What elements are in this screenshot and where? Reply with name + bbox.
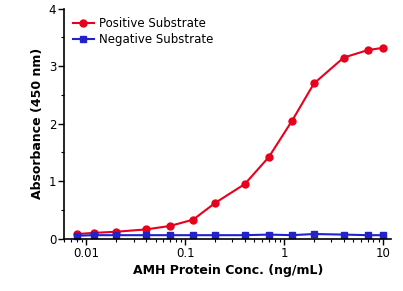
Positive Substrate <box>341 56 346 59</box>
Positive Substrate <box>381 46 386 49</box>
Negative Substrate <box>366 233 370 237</box>
Positive Substrate <box>143 228 148 231</box>
Line: Negative Substrate: Negative Substrate <box>73 230 386 239</box>
Positive Substrate <box>191 218 195 221</box>
Positive Substrate <box>290 119 295 123</box>
Negative Substrate <box>312 232 316 236</box>
Negative Substrate <box>75 234 79 237</box>
Negative Substrate <box>266 233 271 236</box>
Negative Substrate <box>341 233 346 236</box>
Positive Substrate <box>366 48 370 52</box>
Positive Substrate <box>168 224 172 228</box>
Negative Substrate <box>143 233 148 237</box>
X-axis label: AMH Protein Conc. (ng/mL): AMH Protein Conc. (ng/mL) <box>133 264 323 277</box>
Positive Substrate <box>114 230 118 233</box>
Negative Substrate <box>191 233 195 237</box>
Negative Substrate <box>168 233 172 237</box>
Negative Substrate <box>114 233 118 237</box>
Y-axis label: Absorbance (450 nm): Absorbance (450 nm) <box>31 48 44 199</box>
Negative Substrate <box>213 233 218 237</box>
Negative Substrate <box>92 233 97 237</box>
Negative Substrate <box>290 233 295 237</box>
Line: Positive Substrate: Positive Substrate <box>73 44 386 237</box>
Positive Substrate <box>213 201 218 205</box>
Positive Substrate <box>312 82 316 85</box>
Negative Substrate <box>243 233 247 237</box>
Negative Substrate <box>381 233 386 237</box>
Positive Substrate <box>92 231 97 235</box>
Legend: Positive Substrate, Negative Substrate: Positive Substrate, Negative Substrate <box>71 15 216 48</box>
Positive Substrate <box>75 232 79 236</box>
Positive Substrate <box>243 182 247 186</box>
Positive Substrate <box>266 155 271 159</box>
